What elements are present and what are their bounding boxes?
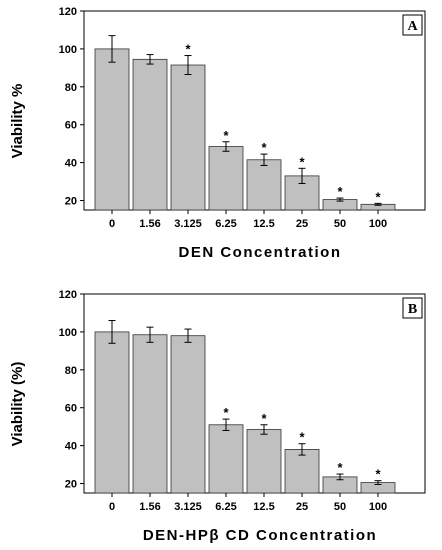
significance-marker: * — [261, 140, 267, 155]
y-axis-title-b: Viability (%) — [9, 362, 26, 447]
x-tick-label: 12.5 — [253, 501, 274, 513]
y-tick-label: 120 — [59, 6, 77, 18]
x-axis-title-a: DEN Concentration — [178, 244, 341, 261]
y-tick-label: 80 — [65, 365, 77, 377]
x-tick-label: 100 — [369, 501, 387, 513]
y-axis-title-a: Viability % — [9, 84, 26, 159]
significance-marker: * — [375, 467, 381, 482]
x-tick-label: 1.56 — [139, 218, 160, 230]
axes-a: 20 40 60 80 100 120 0 1.56 3.125 6.25 12.5 25 50 100 — [59, 6, 388, 230]
x-tick-label: 1.56 — [139, 501, 160, 513]
bar — [246, 429, 282, 494]
y-tick-label: 60 — [65, 403, 77, 415]
x-tick-label: 50 — [334, 218, 346, 230]
y-tick-label: 100 — [59, 327, 77, 339]
y-tick-label: 40 — [65, 441, 77, 453]
panel-label-box-a — [402, 14, 423, 36]
bar — [208, 146, 244, 211]
significance-marker: * — [223, 405, 229, 420]
significance-marker: * — [185, 42, 191, 57]
x-axis-title-b: DEN-HPβ CD Concentration — [143, 527, 377, 544]
significance-marker: * — [337, 460, 343, 475]
bar-group-b: * * * * * — [94, 320, 396, 494]
panel-label-b: B — [408, 302, 417, 317]
bar — [170, 64, 206, 211]
x-tick-label: 100 — [369, 218, 387, 230]
significance-marker: * — [375, 189, 381, 204]
bar — [246, 159, 282, 211]
x-tick-label: 25 — [296, 218, 308, 230]
y-tick-label: 60 — [65, 120, 77, 132]
x-tick-label: 6.25 — [215, 218, 236, 230]
bar — [284, 449, 320, 494]
x-tick-label: 25 — [296, 501, 308, 513]
y-tick-label: 120 — [59, 289, 77, 301]
panel-label-a: A — [407, 19, 418, 34]
bar — [208, 424, 244, 494]
significance-marker: * — [223, 128, 229, 143]
axes-b: 20 40 60 80 100 120 0 1.56 3.125 6.25 12.5 25 50 100 — [59, 289, 388, 513]
x-tick-label: 12.5 — [253, 218, 274, 230]
significance-marker: * — [261, 411, 267, 426]
x-tick-label: 3.125 — [174, 218, 202, 230]
bar — [94, 48, 130, 211]
x-tick-label: 0 — [109, 218, 115, 230]
x-tick-label: 6.25 — [215, 501, 236, 513]
significance-marker: * — [337, 184, 343, 199]
bar-group-a: * * * * * * — [94, 35, 396, 211]
y-tick-label: 80 — [65, 82, 77, 94]
significance-marker: * — [299, 430, 305, 445]
significance-marker: * — [299, 154, 305, 169]
bar — [170, 335, 206, 494]
y-tick-label: 20 — [65, 479, 77, 491]
bar — [132, 334, 168, 494]
y-tick-label: 20 — [65, 196, 77, 208]
x-tick-label: 3.125 — [174, 501, 202, 513]
y-tick-label: 40 — [65, 158, 77, 170]
bar — [94, 331, 130, 494]
bar — [132, 58, 168, 211]
x-tick-label: 0 — [109, 501, 115, 513]
y-tick-label: 100 — [59, 44, 77, 56]
x-tick-label: 50 — [334, 501, 346, 513]
panel-label-box-b — [402, 297, 423, 319]
chart-panel-b: * * * * * 20 40 60 80 100 120 0 1.56 3.125 6.25 12.5 25… — [9, 289, 426, 544]
